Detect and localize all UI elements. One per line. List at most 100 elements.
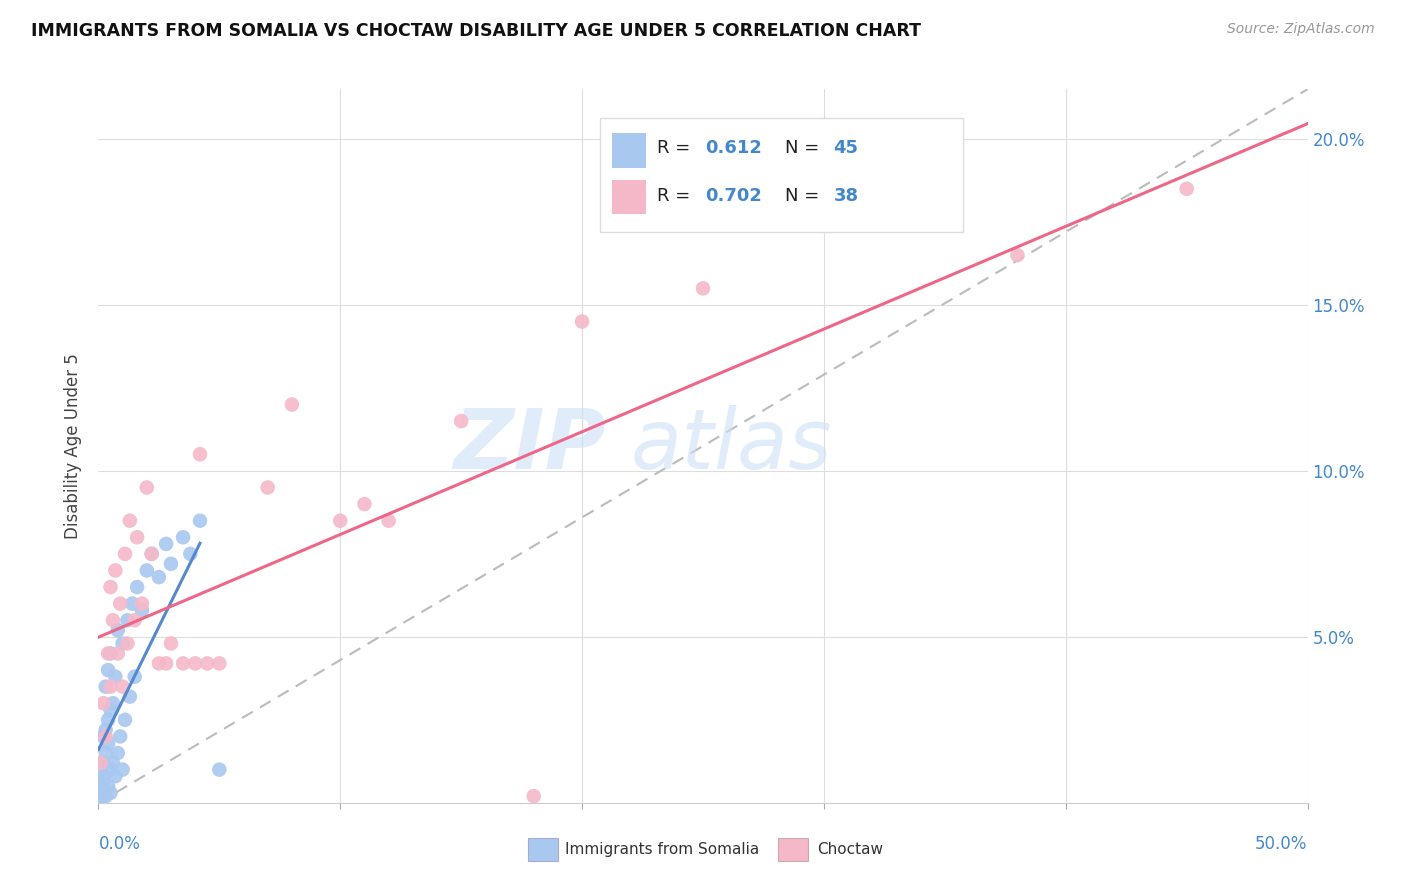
Point [107, 624, 129, 638]
Point [94, 680, 117, 694]
Bar [527, 838, 558, 862]
Point [148, 570, 170, 584]
Point [131, 603, 153, 617]
Point [329, 514, 352, 528]
Point [104, 769, 127, 783]
Point [179, 547, 201, 561]
Point [184, 657, 207, 671]
Bar [613, 180, 647, 214]
Point [100, 680, 122, 694]
Point [91, 756, 114, 770]
Point [100, 786, 122, 800]
Point [114, 713, 136, 727]
Point [111, 636, 134, 650]
Point [104, 670, 127, 684]
Text: R =: R = [657, 187, 696, 205]
Point [195, 657, 218, 671]
Point [90, 763, 112, 777]
Point [107, 746, 129, 760]
Point [1007, 248, 1029, 262]
Point [160, 557, 183, 571]
Point [131, 597, 153, 611]
Point [91, 696, 114, 710]
Point [100, 580, 122, 594]
Point [353, 497, 375, 511]
Point [94, 723, 117, 737]
Point [127, 580, 149, 594]
Text: Choctaw: Choctaw [817, 842, 883, 857]
Point [188, 514, 211, 528]
Point [188, 447, 211, 461]
Text: N =: N = [785, 139, 825, 157]
Point [90, 792, 112, 806]
Point [692, 281, 714, 295]
Point [89, 779, 111, 793]
Point [108, 597, 131, 611]
Point [121, 597, 143, 611]
Point [523, 789, 546, 804]
Text: R =: R = [657, 139, 696, 157]
Point [571, 314, 593, 328]
Point [155, 537, 177, 551]
FancyBboxPatch shape [600, 118, 963, 232]
Text: 45: 45 [834, 139, 859, 157]
Point [118, 690, 141, 704]
Point [91, 730, 114, 744]
Point [117, 636, 139, 650]
Text: ZIP: ZIP [454, 406, 606, 486]
Text: 38: 38 [834, 187, 859, 205]
Point [118, 514, 141, 528]
Point [100, 763, 122, 777]
Point [124, 613, 146, 627]
Point [101, 613, 124, 627]
Point [450, 414, 472, 428]
Point [94, 746, 117, 760]
Bar [778, 838, 808, 862]
Point [127, 530, 149, 544]
Point [135, 564, 157, 578]
Point [100, 703, 122, 717]
Point [101, 756, 124, 770]
Point [114, 547, 136, 561]
Point [117, 613, 139, 627]
Point [91, 786, 114, 800]
Point [111, 680, 134, 694]
Point [91, 776, 114, 790]
Text: 0.702: 0.702 [706, 187, 762, 205]
Point [104, 564, 127, 578]
Point [141, 547, 163, 561]
Text: 0.612: 0.612 [706, 139, 762, 157]
Point [256, 481, 278, 495]
Point [100, 647, 122, 661]
Point [97, 647, 120, 661]
Point [208, 763, 231, 777]
Point [111, 763, 134, 777]
Point [155, 657, 177, 671]
Point [94, 730, 117, 744]
Point [97, 736, 120, 750]
Point [101, 696, 124, 710]
Point [1175, 182, 1198, 196]
Text: Source: ZipAtlas.com: Source: ZipAtlas.com [1227, 22, 1375, 37]
Text: N =: N = [785, 187, 825, 205]
Point [377, 514, 399, 528]
Bar [613, 134, 647, 168]
Point [135, 481, 157, 495]
Y-axis label: Disability Age Under 5: Disability Age Under 5 [65, 353, 83, 539]
Text: Immigrants from Somalia: Immigrants from Somalia [565, 842, 759, 857]
Point [107, 647, 129, 661]
Point [108, 730, 131, 744]
Text: IMMIGRANTS FROM SOMALIA VS CHOCTAW DISABILITY AGE UNDER 5 CORRELATION CHART: IMMIGRANTS FROM SOMALIA VS CHOCTAW DISAB… [31, 22, 921, 40]
Point [281, 397, 304, 411]
Point [172, 530, 194, 544]
Point [208, 657, 231, 671]
Text: 50.0%: 50.0% [1256, 835, 1308, 853]
Point [90, 756, 112, 770]
Text: 0.0%: 0.0% [98, 835, 141, 853]
Point [97, 713, 120, 727]
Point [160, 636, 183, 650]
Point [97, 779, 120, 793]
Point [148, 657, 170, 671]
Point [141, 547, 163, 561]
Point [93, 769, 115, 783]
